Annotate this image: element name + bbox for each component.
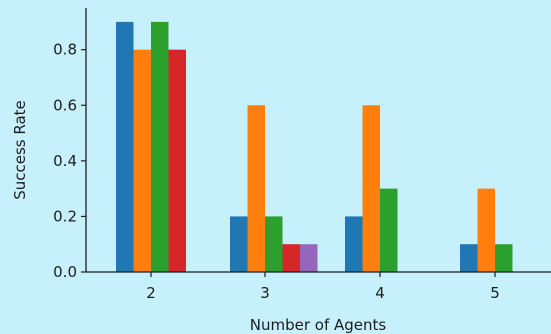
bar-5-series-2 [477, 188, 495, 272]
bar-3-series-5 [300, 244, 318, 272]
y-tick-label: 0.6 [53, 96, 77, 114]
bar-2-series-2 [133, 49, 151, 273]
bar-3-series-1 [230, 216, 248, 272]
y-tick-label: 0.0 [53, 263, 77, 281]
bar-3-series-2 [247, 105, 265, 273]
bar-3-series-3 [265, 216, 283, 272]
bar-3-series-4 [282, 244, 300, 272]
x-tick-label: 5 [490, 284, 500, 302]
x-tick-label: 3 [260, 284, 270, 302]
x-axis-ticks: 2 3 4 5 [146, 272, 500, 302]
x-tick-label: 4 [375, 284, 385, 302]
bars-layer [116, 21, 513, 273]
bar-2-series-4 [168, 49, 186, 273]
x-axis-label: Number of Agents [250, 316, 387, 334]
y-tick-label: 0.8 [53, 41, 77, 59]
y-tick-label: 0.2 [53, 207, 77, 225]
bar-4-series-1 [345, 216, 363, 272]
y-tick-label: 0.4 [53, 152, 77, 170]
x-tick-label: 2 [146, 284, 156, 302]
y-axis-ticks: 0.0 0.2 0.4 0.6 0.8 [53, 41, 86, 281]
bar-5-series-3 [495, 244, 513, 272]
bar-2-series-3 [151, 21, 169, 272]
bar-2-series-1 [116, 21, 134, 272]
bar-5-series-1 [460, 244, 478, 272]
bar-4-series-2 [362, 105, 380, 273]
bar-4-series-3 [380, 188, 398, 272]
y-axis-label: Success Rate [11, 100, 29, 200]
